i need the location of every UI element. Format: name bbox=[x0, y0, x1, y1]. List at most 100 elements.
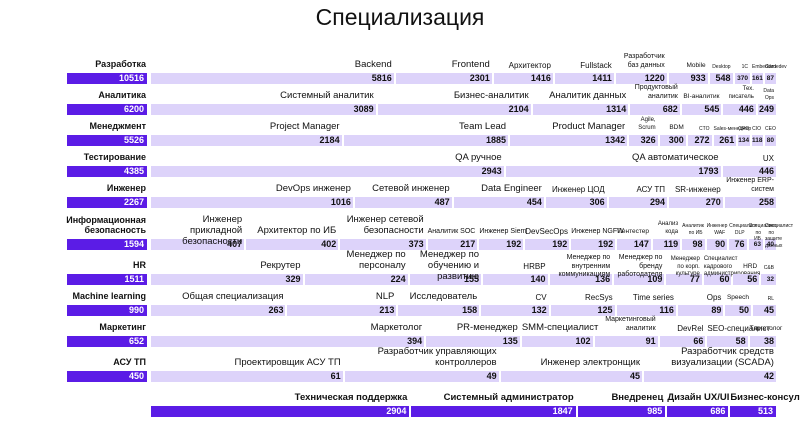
segment-value: 402 bbox=[321, 239, 337, 249]
segment-label: Data Ops bbox=[763, 88, 774, 101]
segment-value: 454 bbox=[526, 197, 542, 207]
total-value: 5526 bbox=[123, 135, 144, 145]
segment-bar bbox=[749, 336, 776, 347]
segment-bar bbox=[615, 73, 667, 84]
segment-value: 192 bbox=[506, 239, 522, 249]
total-bar bbox=[67, 73, 147, 84]
segment-bar bbox=[343, 135, 509, 146]
segment-label: DevRel bbox=[677, 323, 704, 333]
segment-label: Backend bbox=[354, 59, 392, 70]
segment-label: CEO bbox=[765, 125, 776, 132]
segment-value: 261 bbox=[719, 135, 735, 145]
segment-label: UX bbox=[762, 153, 774, 163]
segment-bar bbox=[500, 371, 643, 382]
segment-value: 545 bbox=[704, 104, 720, 114]
segment-value: 76 bbox=[734, 239, 745, 249]
segment-bar bbox=[344, 371, 499, 382]
total-value: 990 bbox=[128, 305, 144, 315]
segment-bar bbox=[757, 104, 776, 115]
segment-value: 224 bbox=[390, 274, 406, 284]
segment-bar bbox=[151, 104, 376, 115]
segment-bar bbox=[151, 166, 504, 177]
segment-bar bbox=[505, 166, 721, 177]
segment-bar bbox=[765, 73, 776, 84]
segment-label: BDM bbox=[669, 124, 684, 131]
segment-label: Менеджер по корп. культуре bbox=[670, 256, 700, 277]
segment-value: 487 bbox=[434, 197, 450, 207]
segment-bar bbox=[409, 274, 482, 285]
segment-label: SEO-специалист bbox=[707, 323, 771, 333]
segment-value: 1793 bbox=[698, 166, 719, 176]
segment-value: 119 bbox=[663, 239, 679, 249]
segment-bar bbox=[652, 239, 681, 250]
segment-bar bbox=[669, 197, 723, 208]
segment-label: NLP bbox=[375, 291, 395, 302]
standalone-label: Внедренец bbox=[611, 392, 664, 403]
segment-label: Sales-менеджер bbox=[713, 125, 752, 132]
segment-value: 1016 bbox=[330, 197, 351, 207]
segment-bar bbox=[151, 197, 353, 208]
segment-bar bbox=[614, 274, 665, 285]
segment-bar bbox=[682, 239, 705, 250]
segment-label: SMM-специалист bbox=[521, 322, 599, 333]
segment-bar bbox=[748, 239, 763, 250]
segment-bar bbox=[733, 274, 760, 285]
total-bar bbox=[67, 197, 147, 208]
segment-value: 134 bbox=[738, 137, 750, 144]
segment-value: 132 bbox=[531, 305, 547, 315]
segment-bar bbox=[481, 305, 549, 316]
segment-value: 161 bbox=[752, 75, 763, 82]
segment-bar bbox=[752, 73, 763, 84]
segment-label: 1C bbox=[741, 63, 748, 70]
segment-bar bbox=[594, 336, 658, 347]
standalone-value: 686 bbox=[710, 406, 726, 416]
segment-label: Frontend bbox=[451, 59, 490, 70]
segment-label: Mobile bbox=[686, 62, 706, 69]
segment-label: QA автоматическое bbox=[631, 152, 719, 163]
segment-value: 42 bbox=[763, 371, 774, 381]
segment-bar bbox=[761, 274, 776, 285]
segment-value: 45 bbox=[763, 305, 774, 315]
segment-value: 326 bbox=[640, 135, 656, 145]
segment-value: 2184 bbox=[319, 135, 340, 145]
segment-bar bbox=[287, 305, 397, 316]
segment-label: RecSys bbox=[585, 292, 613, 302]
segment-label: Team Lead bbox=[459, 121, 507, 132]
segment-bar bbox=[151, 305, 286, 316]
category-label: Machine learning bbox=[72, 291, 146, 301]
segment-value: 155 bbox=[464, 274, 480, 284]
total-value: 6200 bbox=[123, 104, 144, 114]
segment-value: 80 bbox=[766, 137, 774, 144]
segment-label: RL bbox=[767, 295, 774, 302]
segment-bar bbox=[617, 239, 651, 250]
segment-label: Специалист по ИБ bbox=[748, 223, 777, 242]
segment-bar bbox=[377, 104, 531, 115]
segment-label: Desktop bbox=[712, 63, 731, 70]
segment-label: Разработчик баз данных bbox=[623, 53, 665, 69]
segment-bar bbox=[427, 239, 478, 250]
segment-label: CPO bbox=[738, 125, 750, 132]
segment-value: 272 bbox=[694, 135, 710, 145]
segment-bar bbox=[510, 135, 628, 146]
segment-label: Инженер NGFW bbox=[571, 227, 624, 235]
segment-value: 32 bbox=[766, 276, 774, 283]
segment-value: 118 bbox=[752, 137, 763, 144]
standalone-bar bbox=[667, 406, 729, 417]
standalone-label: Бизнес-консультант bbox=[730, 392, 800, 403]
segment-bar bbox=[426, 336, 520, 347]
segment-value: 2943 bbox=[481, 166, 502, 176]
segment-label: Менеджер по бренду работодателя bbox=[617, 254, 663, 278]
segment-bar bbox=[681, 104, 722, 115]
segment-bar bbox=[729, 239, 747, 250]
category-label: HR bbox=[133, 260, 146, 270]
segment-value: 158 bbox=[462, 305, 478, 315]
total-value: 652 bbox=[128, 336, 144, 346]
segment-value: 90 bbox=[715, 239, 726, 249]
category-label: Разработка bbox=[95, 59, 146, 69]
segment-label: PR-менеджер bbox=[456, 322, 518, 333]
segment-value: 66 bbox=[693, 336, 704, 346]
segment-label: Бизнес-аналитик bbox=[453, 90, 529, 101]
segment-value: 249 bbox=[758, 104, 774, 114]
segment-label: Пентестер bbox=[617, 228, 649, 235]
segment-value: 77 bbox=[689, 274, 700, 284]
